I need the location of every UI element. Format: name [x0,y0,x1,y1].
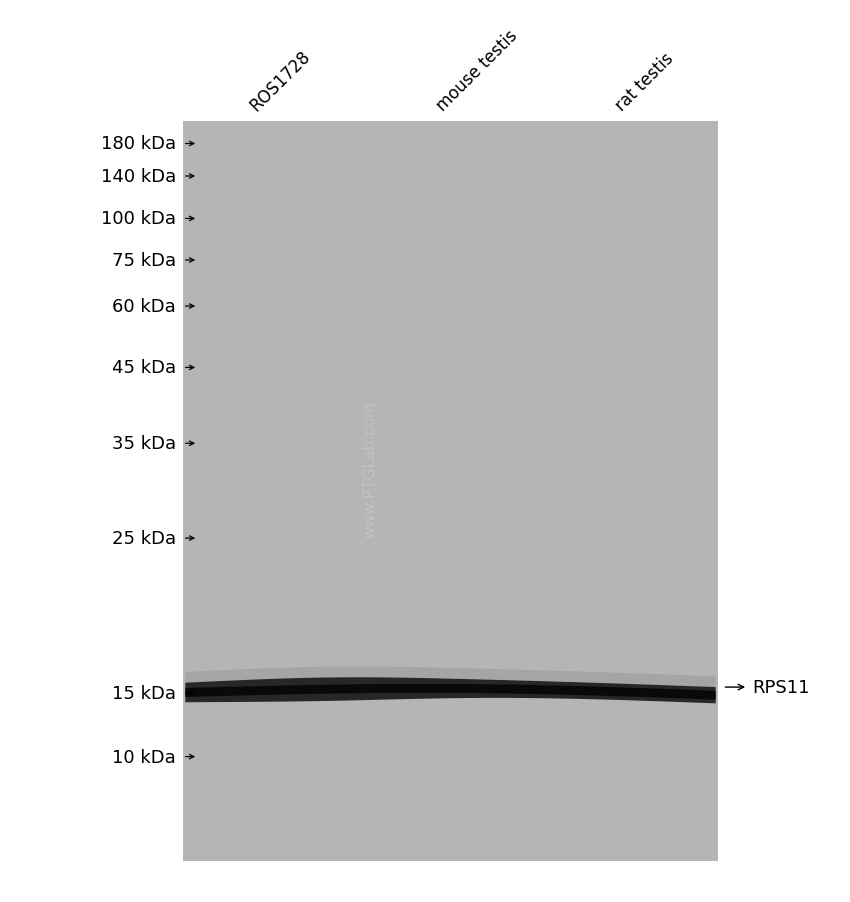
Text: ROS1728: ROS1728 [246,47,314,115]
Text: 45 kDa: 45 kDa [112,359,176,377]
Text: rat testis: rat testis [612,50,677,115]
Text: 140 kDa: 140 kDa [100,168,176,186]
Text: 25 kDa: 25 kDa [112,529,176,548]
Text: 35 kDa: 35 kDa [112,435,176,453]
Polygon shape [185,677,716,704]
Text: 10 kDa: 10 kDa [112,748,176,766]
Text: 180 kDa: 180 kDa [101,135,176,153]
Text: mouse testis: mouse testis [434,27,522,115]
Polygon shape [185,667,716,687]
Text: www.PTGLab.com: www.PTGLab.com [362,400,377,538]
Text: 60 kDa: 60 kDa [112,298,176,316]
Text: 15 kDa: 15 kDa [112,685,176,703]
Text: 100 kDa: 100 kDa [101,210,176,228]
Text: RPS11: RPS11 [752,678,810,696]
Bar [183,122,718,861]
Text: 75 kDa: 75 kDa [112,252,176,270]
Polygon shape [185,684,716,700]
